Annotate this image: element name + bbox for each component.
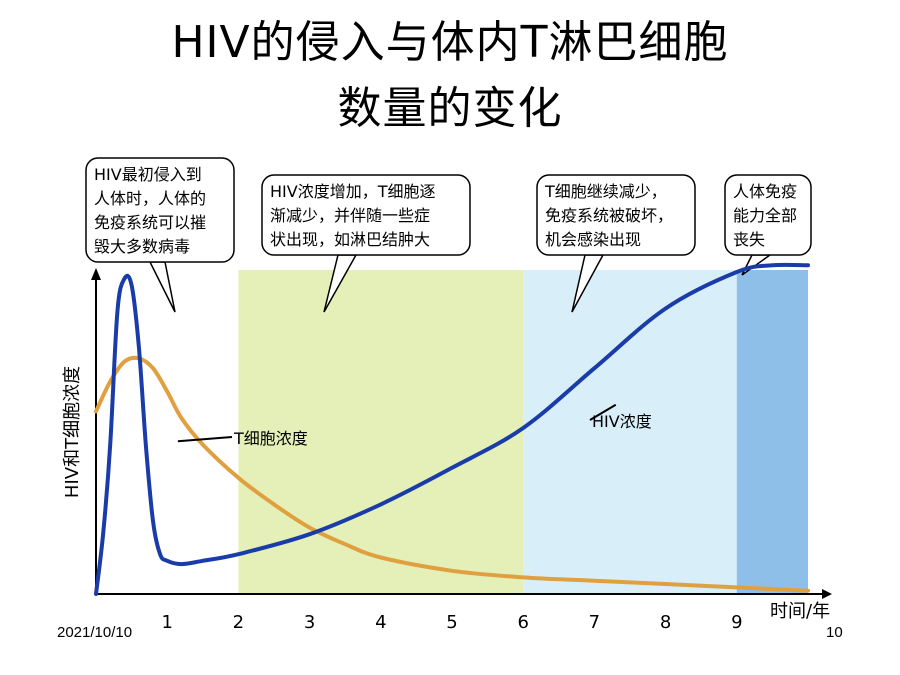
x-axis-arrow: [822, 589, 832, 599]
callout-3-line-2: 免疫系统被破坏，: [545, 206, 673, 225]
callout-box-3: [536, 174, 696, 256]
t-cell-label-leader: [177, 436, 233, 443]
callout-box-2: [261, 174, 471, 256]
hiv-concentration-line: [94, 262, 810, 596]
callout-4-line-3: 丧失: [733, 230, 765, 249]
callout-1-line-3: 免疫系统可以摧: [94, 213, 206, 232]
callout-2-line-1: HIV浓度增加，T细胞逐: [270, 182, 435, 201]
callout-3-line-1: T细胞继续减少，: [544, 182, 667, 201]
callout-4-line-2: 能力全部: [733, 206, 797, 225]
y-axis-arrow: [91, 268, 101, 280]
callout-1-line-1: HIV最初侵入到: [94, 165, 202, 184]
phase-band-2: [523, 270, 737, 594]
callout-2-line-2: 渐减少，并伴随一些症: [270, 206, 430, 225]
x-tick-label-9: 9: [731, 612, 742, 633]
x-tick-label-1: 1: [161, 612, 172, 633]
callout-2-line-3: 状出现，如淋巴结肿大: [270, 230, 430, 249]
phase-band-3: [736, 270, 808, 594]
t-cell-series-label: T细胞浓度: [233, 429, 308, 448]
callout-1-line-2: 人体时，人体的: [94, 189, 206, 208]
x-tick-label-5: 5: [446, 612, 457, 633]
hiv-series-label: HIV浓度: [592, 412, 652, 431]
y-axis-label: HIV和T细胞浓度: [62, 366, 83, 498]
slide-title-line1: HIV的侵入与体内T淋巴细胞: [171, 17, 729, 68]
hiv-label-leader: [589, 403, 617, 421]
x-tick-label-6: 6: [517, 612, 528, 633]
x-tick-label-4: 4: [375, 612, 386, 633]
callout-4-line-1: 人体免疫: [733, 182, 797, 201]
chart-axes: 1 2 3 4 5 6 7 8 9 时间/年 HIV和T细胞浓度: [62, 268, 832, 633]
x-tick-label-8: 8: [660, 612, 671, 633]
slide-page-number: 10: [826, 624, 843, 641]
x-tick-label-7: 7: [589, 612, 600, 633]
phase-bands: [238, 270, 808, 594]
x-tick-label-2: 2: [233, 612, 244, 633]
x-axis-label: 时间/年: [770, 601, 830, 622]
series-labels: T细胞浓度 HIV浓度: [177, 403, 652, 448]
slide-title-line2: 数量的变化: [337, 83, 563, 134]
callout-1-line-4: 毁大多数病毒: [94, 237, 190, 256]
x-tick-label-3: 3: [304, 612, 315, 633]
slide-date: 2021/10/10: [57, 624, 133, 641]
callout-3-line-3: 机会感染出现: [545, 230, 641, 249]
callout-tail-1: [148, 261, 176, 313]
callout-box-1: [85, 157, 235, 263]
series-lines: [94, 262, 810, 596]
callout-box-4: [724, 174, 812, 256]
